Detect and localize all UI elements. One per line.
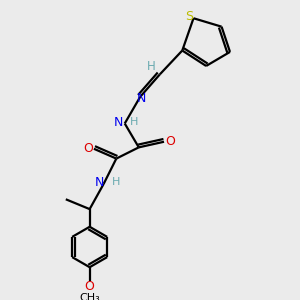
Text: N: N — [114, 116, 123, 129]
Text: CH₃: CH₃ — [79, 293, 100, 300]
Text: O: O — [165, 135, 175, 148]
Text: O: O — [85, 280, 94, 293]
Text: N: N — [95, 176, 104, 189]
Text: H: H — [147, 60, 156, 73]
Text: N: N — [137, 92, 146, 105]
Text: H: H — [130, 117, 138, 127]
Text: S: S — [185, 10, 193, 23]
Text: O: O — [83, 142, 93, 155]
Text: H: H — [112, 177, 120, 188]
